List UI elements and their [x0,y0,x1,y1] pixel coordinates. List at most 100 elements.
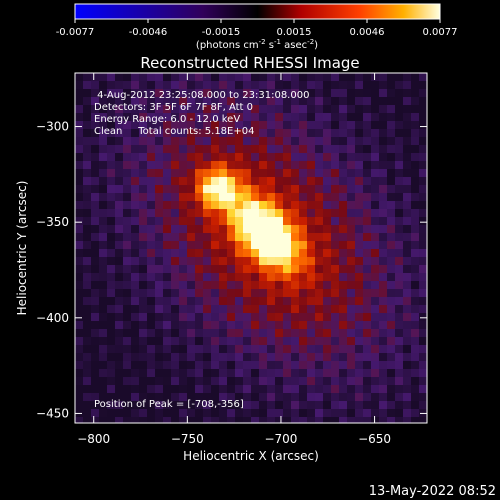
heatmap-cell [155,265,163,273]
heatmap-cell [91,249,99,257]
heatmap-cell [187,225,195,233]
heatmap-cell [107,193,115,201]
heatmap-cell [419,345,427,353]
heatmap-cell [251,289,259,297]
heatmap-cell [355,377,363,385]
heatmap-cell [203,321,211,329]
heatmap-cell [395,401,403,409]
heatmap-cell [403,369,411,377]
heatmap-cell [395,377,403,385]
heatmap-cell [291,89,299,97]
heatmap-cell [387,225,395,233]
heatmap-cell [91,185,99,193]
heatmap-cell [267,89,275,97]
heatmap-cell [131,377,139,385]
heatmap-cell [299,257,307,265]
heatmap-cell [179,153,187,161]
heatmap-cell [419,241,427,249]
heatmap-cell [403,377,411,385]
heatmap-cell [107,377,115,385]
heatmap-cell [75,153,83,161]
heatmap-cell [403,137,411,145]
heatmap-cell [299,353,307,361]
heatmap-cell [267,233,275,241]
heatmap-cell [315,345,323,353]
heatmap-cell [315,321,323,329]
heatmap-cell [411,201,419,209]
heatmap-cell [315,377,323,385]
heatmap-cell [75,169,83,177]
heatmap-cell [315,297,323,305]
heatmap-cell [395,81,403,89]
heatmap-cell [139,113,147,121]
heatmap-cell [395,177,403,185]
heatmap-cell [187,297,195,305]
heatmap-cell [195,337,203,345]
heatmap-cell [347,153,355,161]
heatmap-cell [275,369,283,377]
heatmap-cell [411,153,419,161]
heatmap-cell [107,369,115,377]
heatmap-cell [379,153,387,161]
heatmap-cell [275,89,283,97]
heatmap-cell [331,281,339,289]
heatmap-cell [395,73,403,81]
heatmap-cell [211,193,219,201]
heatmap-cell [315,193,323,201]
heatmap-cell [171,273,179,281]
heatmap-cell [315,137,323,145]
heatmap-cell [123,281,131,289]
heatmap-cell [211,321,219,329]
heatmap-cell [259,369,267,377]
heatmap-cell [331,153,339,161]
heatmap-cell [363,345,371,353]
heatmap-cell [179,97,187,105]
heatmap-cell [323,313,331,321]
heatmap-cell [211,369,219,377]
heatmap-cell [299,345,307,353]
heatmap-cell [155,321,163,329]
heatmap-cell [267,297,275,305]
heatmap-cell [339,249,347,257]
heatmap-cell [315,401,323,409]
heatmap-cell [371,273,379,281]
heatmap-cell [115,161,123,169]
heatmap-cell [411,273,419,281]
heatmap-cell [251,113,259,121]
heatmap-cell [347,321,355,329]
heatmap-cell [283,297,291,305]
heatmap-cell [211,361,219,369]
heatmap-cell [147,113,155,121]
heatmap-cell [315,129,323,137]
heatmap-cell [307,145,315,153]
heatmap-cell [347,329,355,337]
heatmap-cell [147,217,155,225]
heatmap-cell [211,225,219,233]
heatmap-cell [115,121,123,129]
heatmap-cell [419,113,427,121]
heatmap-cell [235,177,243,185]
heatmap-cell [259,73,267,81]
heatmap-cell [379,129,387,137]
heatmap-cell [139,401,147,409]
heatmap-cell [355,401,363,409]
heatmap-cell [267,353,275,361]
heatmap-cell [299,89,307,97]
heatmap-cell [235,129,243,137]
heatmap-cell [363,169,371,177]
heatmap-cell [395,281,403,289]
heatmap-cell [139,265,147,273]
heatmap-cell [275,73,283,81]
heatmap-cell [371,281,379,289]
heatmap-cell [363,129,371,137]
heatmap-cell [195,201,203,209]
heatmap-cell [419,185,427,193]
heatmap-cell [163,145,171,153]
heatmap-cell [187,145,195,153]
heatmap-cell [371,249,379,257]
heatmap-cell [123,121,131,129]
heatmap-cell [115,345,123,353]
heatmap-cell [155,353,163,361]
heatmap-cell [187,177,195,185]
heatmap-cell [355,185,363,193]
